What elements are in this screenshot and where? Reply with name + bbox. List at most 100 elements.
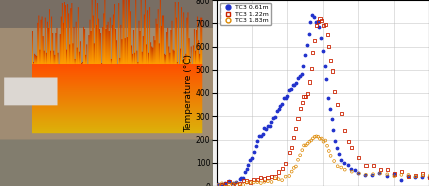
Point bbox=[316, 26, 323, 29]
Point bbox=[257, 182, 264, 185]
Point bbox=[290, 166, 297, 169]
Point bbox=[304, 142, 311, 145]
Point bbox=[222, 181, 229, 184]
Point bbox=[293, 127, 299, 130]
Point bbox=[251, 151, 257, 154]
Point bbox=[331, 160, 338, 163]
Point bbox=[302, 54, 308, 57]
Point bbox=[245, 163, 252, 166]
Point bbox=[314, 20, 321, 23]
Point bbox=[383, 175, 390, 178]
Point bbox=[275, 178, 282, 181]
Point bbox=[251, 181, 257, 184]
Point bbox=[320, 140, 327, 143]
Point bbox=[363, 164, 369, 167]
Point bbox=[215, 183, 222, 186]
Point bbox=[384, 173, 391, 176]
Point bbox=[323, 144, 330, 147]
Point bbox=[296, 74, 303, 77]
Point bbox=[286, 151, 293, 154]
Point bbox=[356, 172, 363, 175]
Point bbox=[222, 182, 229, 185]
Point bbox=[281, 96, 287, 99]
Point bbox=[229, 183, 236, 186]
Point bbox=[265, 176, 272, 179]
Point bbox=[286, 88, 293, 91]
Point bbox=[419, 172, 426, 175]
Point bbox=[347, 168, 354, 171]
Point bbox=[272, 115, 278, 118]
Point bbox=[320, 24, 327, 27]
Point bbox=[311, 135, 318, 138]
Point bbox=[256, 134, 263, 137]
Point bbox=[226, 183, 233, 186]
Point bbox=[370, 164, 377, 167]
Point bbox=[295, 158, 302, 161]
Point bbox=[215, 183, 222, 186]
Point bbox=[291, 84, 298, 87]
Point bbox=[297, 154, 304, 157]
Point bbox=[302, 144, 309, 147]
Point bbox=[341, 129, 348, 132]
Point bbox=[348, 170, 355, 173]
Point bbox=[308, 139, 314, 142]
Point bbox=[302, 95, 309, 98]
Point bbox=[326, 150, 332, 153]
Point bbox=[315, 20, 322, 23]
Point bbox=[277, 105, 284, 108]
Point bbox=[419, 174, 426, 177]
Point bbox=[265, 124, 272, 127]
Point bbox=[333, 146, 340, 149]
Point bbox=[305, 32, 312, 35]
Point bbox=[398, 173, 405, 176]
Point bbox=[405, 173, 412, 176]
Point bbox=[317, 17, 323, 20]
Point bbox=[229, 181, 236, 184]
Point bbox=[344, 163, 351, 166]
Point bbox=[345, 140, 352, 143]
Point bbox=[257, 135, 264, 138]
Point bbox=[330, 129, 337, 132]
Point bbox=[254, 181, 261, 184]
Point bbox=[303, 44, 310, 46]
Point bbox=[391, 173, 398, 176]
Point bbox=[318, 137, 325, 140]
Point bbox=[334, 103, 341, 106]
Point bbox=[254, 140, 261, 142]
Point bbox=[351, 169, 358, 172]
Point bbox=[377, 168, 384, 171]
Point bbox=[309, 137, 316, 140]
Point bbox=[299, 101, 306, 104]
Point bbox=[233, 182, 239, 185]
Point bbox=[295, 77, 302, 80]
Point bbox=[322, 139, 329, 142]
Point bbox=[279, 179, 286, 182]
Point bbox=[306, 140, 313, 143]
Point bbox=[355, 171, 362, 174]
Point bbox=[397, 179, 404, 182]
Point bbox=[348, 146, 355, 149]
Point bbox=[311, 15, 317, 18]
Point bbox=[295, 117, 302, 120]
Point bbox=[405, 175, 412, 178]
Point bbox=[390, 173, 397, 176]
Point bbox=[247, 159, 254, 162]
Point bbox=[335, 152, 342, 155]
Point bbox=[332, 140, 338, 143]
Point bbox=[323, 33, 330, 36]
Point bbox=[218, 183, 225, 186]
Point bbox=[288, 146, 295, 149]
Point bbox=[411, 175, 418, 178]
Point bbox=[426, 174, 429, 177]
Point bbox=[251, 178, 257, 181]
Point bbox=[299, 149, 306, 152]
Point bbox=[323, 77, 330, 80]
Point bbox=[306, 81, 313, 84]
Point bbox=[257, 176, 264, 179]
Point bbox=[272, 177, 278, 180]
Point bbox=[282, 175, 289, 178]
Point bbox=[268, 180, 275, 183]
Point bbox=[226, 180, 233, 183]
Point bbox=[240, 176, 247, 179]
Point bbox=[377, 172, 384, 175]
